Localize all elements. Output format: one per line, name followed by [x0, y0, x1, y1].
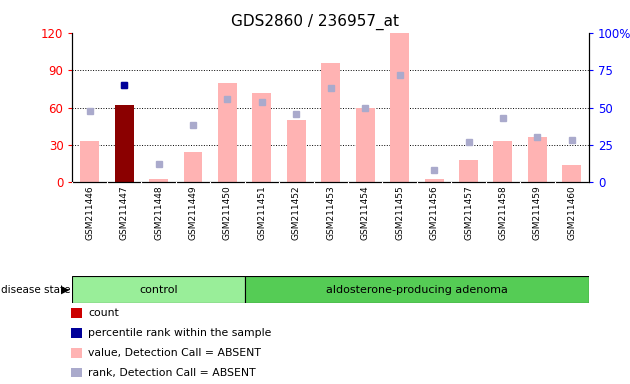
Text: disease state: disease state — [1, 285, 71, 295]
Bar — [72, 276, 244, 303]
Text: aldosterone-producing adenoma: aldosterone-producing adenoma — [326, 285, 508, 295]
Text: GSM211455: GSM211455 — [395, 185, 404, 240]
Bar — [321, 63, 340, 182]
Bar — [218, 83, 237, 182]
Bar — [287, 120, 306, 182]
Text: value, Detection Call = ABSENT: value, Detection Call = ABSENT — [88, 348, 261, 358]
Text: GSM211452: GSM211452 — [292, 185, 301, 240]
Text: ▶: ▶ — [60, 285, 69, 295]
Bar — [356, 108, 375, 182]
Bar — [80, 141, 99, 182]
Text: GSM211456: GSM211456 — [430, 185, 438, 240]
Bar — [115, 105, 134, 182]
Bar — [183, 152, 202, 182]
Bar — [528, 137, 547, 182]
Text: GSM211459: GSM211459 — [533, 185, 542, 240]
Text: GSM211446: GSM211446 — [85, 185, 94, 240]
Bar — [493, 141, 512, 182]
Bar — [253, 93, 272, 182]
Text: GSM211449: GSM211449 — [188, 185, 197, 240]
Bar — [459, 160, 478, 182]
Text: GSM211457: GSM211457 — [464, 185, 473, 240]
Text: GSM211458: GSM211458 — [498, 185, 507, 240]
Text: GSM211448: GSM211448 — [154, 185, 163, 240]
Text: rank, Detection Call = ABSENT: rank, Detection Call = ABSENT — [88, 368, 256, 378]
Text: GSM211450: GSM211450 — [223, 185, 232, 240]
Text: count: count — [88, 308, 119, 318]
Text: GDS2860 / 236957_at: GDS2860 / 236957_at — [231, 13, 399, 30]
Text: GSM211460: GSM211460 — [568, 185, 576, 240]
Text: GSM211453: GSM211453 — [326, 185, 335, 240]
Bar — [244, 276, 589, 303]
Bar — [149, 179, 168, 182]
Text: control: control — [139, 285, 178, 295]
Text: percentile rank within the sample: percentile rank within the sample — [88, 328, 272, 338]
Bar — [425, 179, 444, 182]
Text: GSM211454: GSM211454 — [361, 185, 370, 240]
Bar — [563, 165, 581, 182]
Text: GSM211447: GSM211447 — [120, 185, 129, 240]
Text: GSM211451: GSM211451 — [258, 185, 266, 240]
Bar — [390, 33, 409, 182]
